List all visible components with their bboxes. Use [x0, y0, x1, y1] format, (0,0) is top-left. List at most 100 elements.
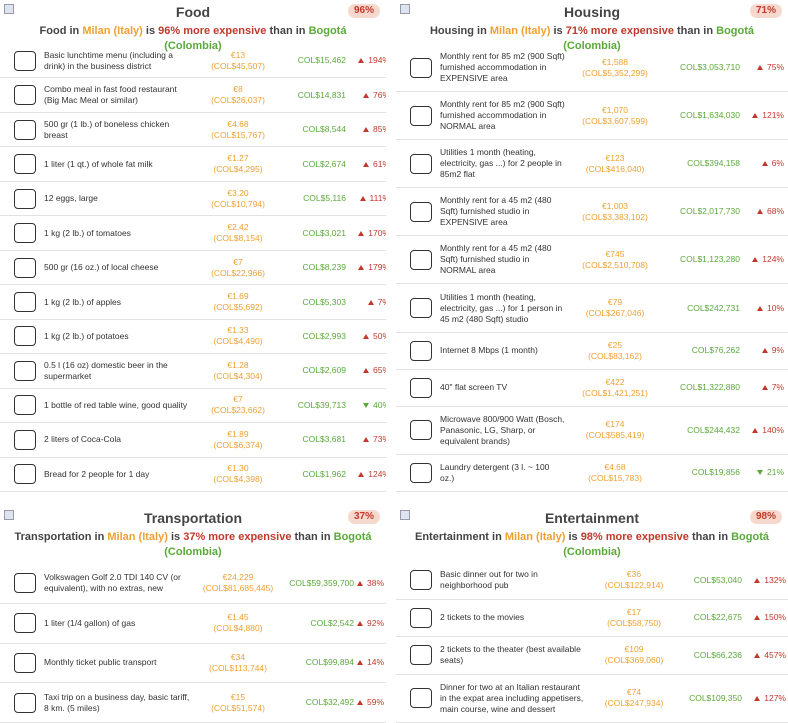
price-col-converted: (COL$3,383,102): [582, 211, 648, 222]
item-row: Basic dinner out for two in neighborhood…: [396, 562, 788, 600]
item-label: 1 kg (2 lb.) of tomatoes: [44, 227, 131, 238]
difference: 14%: [354, 657, 384, 668]
difference-value: 140%: [762, 424, 784, 435]
item-row: 40" flat screen TV €422 (COL$1,421,251) COL…: [396, 370, 788, 407]
item-row: Basic lunchtime menu (including a drink)…: [0, 44, 386, 79]
arrow-up: [359, 196, 366, 202]
summary-city2: Bogotá (Colombia): [164, 25, 347, 52]
difference-value: 132%: [764, 574, 786, 585]
item-row: Combo meal in fast food restaurant (Big …: [0, 78, 386, 113]
difference: 170%: [346, 228, 386, 239]
arrow-up: [356, 700, 363, 706]
price-bogota: COL$3,021: [302, 227, 346, 238]
difference-value: 9%: [771, 345, 784, 356]
panel: Transportation 37% Transportation in Milan…: [0, 506, 386, 723]
difference: 73%: [346, 434, 386, 445]
item-label: Monthly rent for 85 m2 (900 Sqft) furnis…: [440, 51, 565, 84]
summary-verb: is: [145, 25, 156, 37]
difference: 111%: [346, 193, 386, 204]
item-row: Volkswagen Golf 2.0 TDI 140 CV (or equiv…: [0, 564, 386, 604]
item-row: 1 liter (1 qt.) of whole fat milk €1.27 (C…: [0, 147, 386, 182]
item-label: 1 kg (2 lb.) of apples: [44, 296, 122, 307]
arrow-up: [756, 65, 763, 71]
price-bogota: COL$3,053,710: [679, 62, 740, 73]
panel: Entertainment 98% Entertainment in Milan (…: [396, 506, 788, 723]
price-col-converted: (COL$15,767): [211, 129, 265, 140]
summary-verb: is: [568, 531, 578, 543]
panel: Food 96% Food in Milan (Italy) is 96% more…: [0, 0, 386, 492]
price-milan: €7 (COL$23,662): [192, 394, 284, 416]
difference: 21%: [740, 467, 784, 478]
price-bogota: COL$8,544: [302, 124, 346, 135]
arrow-up: [367, 299, 374, 305]
panel-title: Entertainment: [544, 510, 640, 526]
item-icon: [14, 652, 36, 673]
arrow-up: [362, 368, 369, 374]
price-eur: €745: [605, 248, 625, 259]
item-icon: [410, 607, 432, 628]
arrow-up: [761, 161, 768, 167]
difference-value: 61%: [372, 158, 386, 169]
price-eur: €1.45: [227, 612, 249, 623]
price-col-converted: (COL$4,295): [213, 164, 263, 175]
difference: 132%: [742, 575, 786, 586]
price-milan: €1.33 (COL$4,490): [192, 325, 284, 347]
difference: 124%: [740, 254, 784, 265]
price-milan: €422 (COL$1,421,251): [565, 377, 665, 399]
item-icon: [14, 395, 36, 416]
price-bogota: COL$99,894: [305, 657, 354, 668]
price-milan: €745 (COL$2,510,708): [565, 249, 665, 271]
difference-value: 194%: [368, 55, 386, 66]
difference: 9%: [740, 345, 784, 356]
difference-value: 150%: [764, 612, 786, 623]
price-bogota: COL$53,040: [693, 574, 742, 585]
price-eur: €24,229: [222, 572, 254, 583]
price-milan: €74 (COL$247,934): [588, 687, 680, 709]
price-bogota: COL$2,674: [302, 158, 346, 169]
summary-than: than in: [677, 25, 714, 37]
price-eur: €34: [230, 651, 246, 662]
price-col-converted: (COL$1,421,251): [582, 387, 648, 398]
price-eur: €3.20: [227, 187, 249, 198]
item-label: 0.5 l (16 oz) domestic beer in the super…: [44, 359, 168, 381]
summary-lead: Entertainment in: [415, 531, 502, 543]
summary-pct: 71% more expensive: [565, 25, 674, 37]
item-row: 1 kg (2 lb.) of potatoes €1.33 (COL$4,490)…: [0, 320, 386, 355]
price-milan: €174 (COL$585,419): [565, 419, 665, 441]
price-bogota: COL$5,303: [302, 296, 346, 307]
price-eur: €7: [233, 256, 243, 267]
item-row: Monthly rent for a 45 m2 (480 Sqft) furn…: [396, 188, 788, 237]
price-eur: €4.68: [227, 118, 249, 129]
price-eur: €109: [624, 644, 644, 655]
items: Monthly rent for 85 m2 (900 Sqft) furnis…: [396, 44, 788, 492]
price-bogota: COL$66,236: [693, 649, 742, 660]
price-milan: €4.68 (COL$15,767): [192, 119, 284, 141]
difference: 457%: [742, 650, 786, 661]
difference: 140%: [740, 425, 784, 436]
price-col-converted: (COL$4,304): [213, 370, 263, 381]
item-label: Basic lunchtime menu (including a drink)…: [44, 49, 173, 71]
price-col-converted: (COL$10,794): [211, 198, 265, 209]
summary-lead: Housing in: [429, 25, 487, 37]
difference-value: 7%: [771, 382, 784, 393]
price-bogota: COL$109,350: [689, 692, 742, 703]
summary-pct: 98% more expensive: [580, 531, 689, 543]
price-milan: €1.28 (COL$4,304): [192, 360, 284, 382]
item-icon: [14, 85, 36, 106]
price-milan: €17 (COL$58,750): [588, 607, 680, 629]
panel-title: Food: [175, 4, 211, 20]
price-eur: €422: [605, 376, 625, 387]
price-col-converted: (COL$22,966): [211, 267, 265, 278]
item-label: Laundry detergent (3 l. ~ 100 oz.): [440, 461, 550, 483]
price-eur: €36: [626, 569, 642, 580]
corner-icon: [4, 4, 14, 14]
item-row: Utilities 1 month (heating, electricity,…: [396, 284, 788, 333]
price-col-converted: (COL$58,750): [607, 617, 661, 628]
item-icon: [14, 154, 36, 175]
price-eur: €13: [230, 49, 246, 60]
price-eur: €79: [607, 297, 623, 308]
price-bogota: COL$14,831: [297, 89, 346, 100]
price-col-converted: (COL$45,507): [211, 60, 265, 71]
item-icon: [410, 105, 432, 126]
difference-value: 59%: [366, 697, 384, 708]
